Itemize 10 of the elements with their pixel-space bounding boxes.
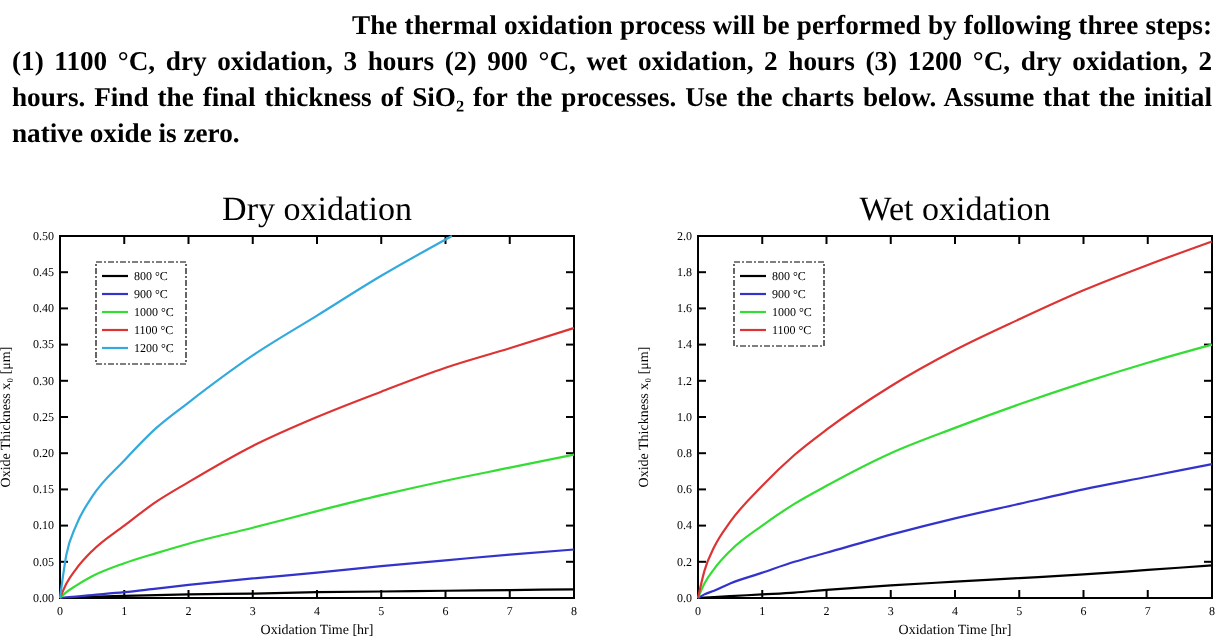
text: The thermal oxidation process will be performed by following three steps: (1) 1100 °C, dry oxidation, 3 hours (2) 900 °C, wet oxidation, 2 hours (3) 1200 °C, dry oxidation, 2 hours. Find the final thickness of SiO₂ for the processes. Use the charts below. Assume that the initial native oxide is zero. (12, 8, 1212, 152)
line-series (696, 240, 1214, 600)
chart-title: Wet oxidation (859, 190, 1052, 228)
chart-title: Dry oxidation (222, 190, 413, 228)
line-series (58, 326, 576, 600)
line-series (58, 548, 576, 600)
line-series (696, 343, 1214, 600)
line-series (58, 234, 454, 600)
line-series (58, 453, 576, 600)
line-series (696, 462, 1214, 600)
